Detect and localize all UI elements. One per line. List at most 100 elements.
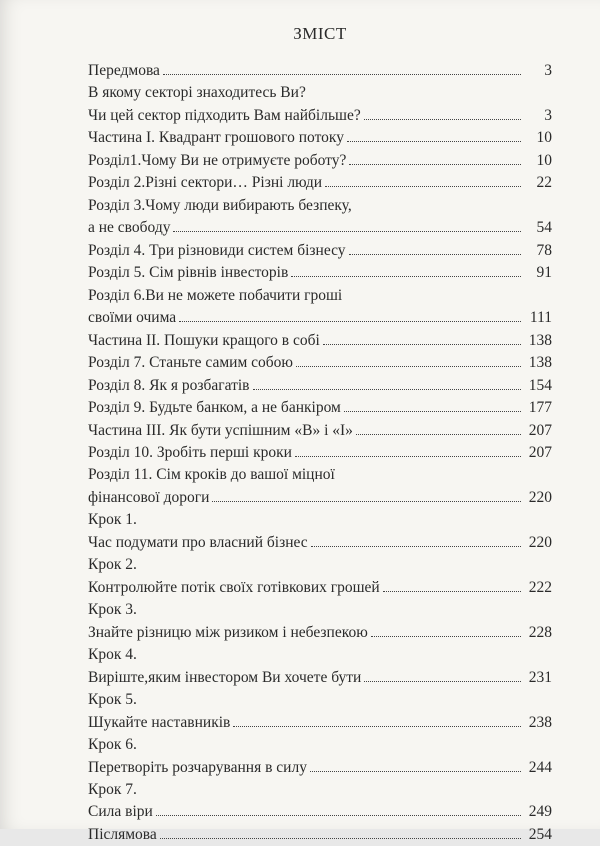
document-page: ЗМІСТ Передмова3В якому секторі знаходит…	[0, 0, 600, 829]
toc-entry-page: 10	[524, 127, 552, 149]
toc-entry-label: Крок 7.	[88, 779, 137, 801]
toc-entry-label: Крок 3.	[88, 599, 137, 621]
toc-entry-page: 3	[524, 60, 552, 82]
toc-entry: Час подумати про власний бізнес220	[88, 532, 552, 554]
toc-entry-label: Крок 6.	[88, 734, 137, 756]
toc-entry-label: а не свободу	[88, 217, 170, 239]
toc-entry: Розділ1.Чому Ви не отримуєте роботу? 10	[88, 150, 552, 172]
table-of-contents: Передмова3В якому секторі знаходитесь Ви…	[88, 60, 552, 846]
toc-entry: Частина ІІІ. Як бути успішним «В» і «І» 2…	[88, 420, 552, 442]
toc-leader-dots	[344, 411, 521, 412]
toc-entry-page: 138	[524, 352, 552, 374]
toc-entry: Розділ 11. Сім кроків до вашої міцної	[88, 464, 552, 486]
toc-entry-label: фінансової дороги	[88, 487, 209, 509]
toc-entry-label: Крок 4.	[88, 644, 137, 666]
toc-leader-dots	[173, 231, 521, 232]
toc-entry: Сила віри249	[88, 801, 552, 823]
toc-entry: В якому секторі знаходитесь Ви?	[88, 82, 552, 104]
toc-entry: Знайте різницю між ризиком і небезпекою 2…	[88, 622, 552, 644]
toc-entry: Контролюйте потік своїх готівкових гроше…	[88, 577, 552, 599]
toc-leader-dots	[253, 389, 521, 390]
toc-entry-page: 231	[524, 667, 552, 689]
toc-entry-label: Розділ 7. Станьте самим собою	[88, 352, 293, 374]
toc-entry-page: 22	[524, 172, 552, 194]
toc-entry-label: Виріште,яким інвестором Ви хочете бути	[88, 667, 361, 689]
toc-entry-label: Розділ 9. Будьте банком, а не банкіром	[88, 397, 341, 419]
toc-entry-label: Розділ 10. Зробіть перші кроки	[88, 442, 292, 464]
toc-entry-label: Частина ІІ. Пошуки кращого в собі	[88, 330, 320, 352]
toc-entry: Розділ 5. Сім рівнів інвесторів91	[88, 262, 552, 284]
toc-leader-dots	[296, 366, 521, 367]
toc-entry: Розділ 2.Різні сектори… Різні люди 22	[88, 172, 552, 194]
toc-leader-dots	[356, 434, 521, 435]
toc-entry: Розділ 3.Чому люди вибирають безпеку,	[88, 195, 552, 217]
toc-entry: Розділ 6.Ви не можете побачити гроші	[88, 285, 552, 307]
toc-entry-label: Знайте різницю між ризиком і небезпекою	[88, 622, 368, 644]
toc-entry-page: 154	[524, 375, 552, 397]
toc-leader-dots	[311, 546, 521, 547]
toc-entry: своїми очима111	[88, 307, 552, 329]
toc-entry-page: 54	[524, 217, 552, 239]
toc-entry-label: Шукайте наставників	[88, 712, 230, 734]
toc-entry-page: 222	[524, 577, 552, 599]
toc-leader-dots	[291, 276, 521, 277]
toc-entry-label: Чи цей сектор підходить Вам найбільше?	[88, 105, 361, 127]
toc-entry-page: 228	[524, 622, 552, 644]
toc-entry-page: 207	[524, 420, 552, 442]
toc-entry: Крок 6.	[88, 734, 552, 756]
toc-entry: Чи цей сектор підходить Вам найбільше?3	[88, 105, 552, 127]
toc-entry-label: Частина ІІІ. Як бути успішним «В» і «І»	[88, 420, 353, 442]
toc-entry: Частина ІІ. Пошуки кращого в собі 138	[88, 330, 552, 352]
toc-entry: Крок 3.	[88, 599, 552, 621]
toc-entry-label: Розділ 2.Різні сектори… Різні люди	[88, 172, 322, 194]
toc-leader-dots	[364, 119, 521, 120]
toc-leader-dots	[383, 591, 521, 592]
toc-entry-label: Післямова	[88, 824, 157, 846]
toc-entry: Розділ 10. Зробіть перші кроки 207	[88, 442, 552, 464]
toc-leader-dots	[310, 771, 521, 772]
toc-leader-dots	[233, 726, 521, 727]
toc-entry-page: 138	[524, 330, 552, 352]
toc-entry-page: 177	[524, 397, 552, 419]
toc-entry: Перетворіть розчарування в силу244	[88, 757, 552, 779]
toc-entry-label: Розділ 8. Як я розбагатів	[88, 375, 250, 397]
toc-title: ЗМІСТ	[88, 24, 552, 44]
toc-entry-page: 10	[524, 150, 552, 172]
toc-entry-page: 220	[524, 487, 552, 509]
toc-entry-label: В якому секторі знаходитесь Ви?	[88, 82, 306, 104]
toc-entry: Післямова 254	[88, 824, 552, 846]
toc-leader-dots	[295, 456, 521, 457]
toc-leader-dots	[179, 321, 521, 322]
toc-entry-label: своїми очима	[88, 307, 176, 329]
toc-entry-label: Розділ 11. Сім кроків до вашої міцної	[88, 464, 335, 486]
toc-entry-label: Час подумати про власний бізнес	[88, 532, 308, 554]
toc-leader-dots	[349, 164, 521, 165]
toc-entry-label: Розділ1.Чому Ви не отримуєте роботу?	[88, 150, 346, 172]
toc-entry-page: 238	[524, 712, 552, 734]
toc-entry: Розділ 9. Будьте банком, а не банкіром 17…	[88, 397, 552, 419]
toc-leader-dots	[364, 681, 521, 682]
toc-entry: Крок 7.	[88, 779, 552, 801]
toc-leader-dots	[371, 636, 521, 637]
toc-entry: фінансової дороги 220	[88, 487, 552, 509]
toc-entry-label: Контролюйте потік своїх готівкових гроше…	[88, 577, 380, 599]
toc-leader-dots	[160, 838, 521, 839]
toc-entry-label: Розділ 6.Ви не можете побачити гроші	[88, 285, 342, 307]
toc-entry-page: 207	[524, 442, 552, 464]
toc-entry: Шукайте наставників 238	[88, 712, 552, 734]
toc-leader-dots	[325, 186, 521, 187]
toc-leader-dots	[212, 501, 521, 502]
toc-entry-page: 78	[524, 240, 552, 262]
toc-entry-page: 254	[524, 824, 552, 846]
toc-entry-label: Частина І. Квадрант грошового потоку	[88, 127, 344, 149]
toc-entry-label: Сила віри	[88, 801, 153, 823]
toc-entry: Розділ 4. Три різновиди систем бізнесу78	[88, 240, 552, 262]
toc-entry: Частина І. Квадрант грошового потоку 10	[88, 127, 552, 149]
toc-entry: Крок 1.	[88, 509, 552, 531]
toc-entry: Виріште,яким інвестором Ви хочете бути 23…	[88, 667, 552, 689]
toc-entry-label: Розділ 5. Сім рівнів інвесторів	[88, 262, 288, 284]
toc-entry: Крок 2.	[88, 554, 552, 576]
toc-entry: Крок 5.	[88, 689, 552, 711]
toc-entry-label: Крок 5.	[88, 689, 137, 711]
toc-entry-label: Перетворіть розчарування в силу	[88, 757, 307, 779]
